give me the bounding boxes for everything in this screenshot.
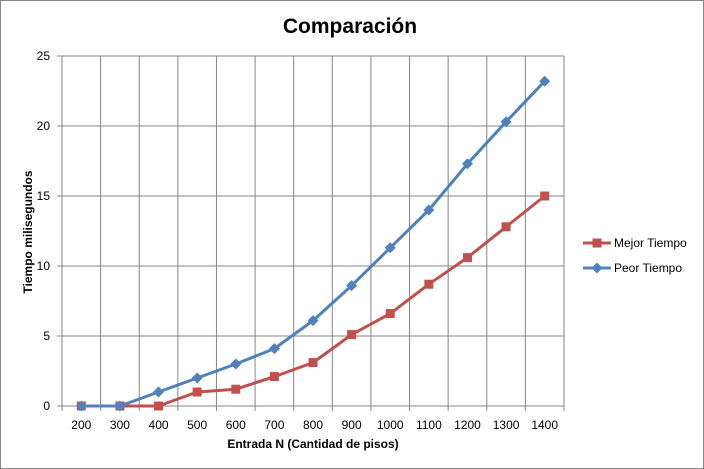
data-point-marker <box>307 315 319 327</box>
x-tick-label: 1100 <box>416 418 442 432</box>
series-line <box>81 194 546 408</box>
data-point-marker <box>424 279 434 289</box>
series-group <box>75 75 551 412</box>
y-tick-labels: 0 5 10 15 20 25 <box>37 49 51 413</box>
x-tick-label: 600 <box>226 418 246 432</box>
series-1 <box>75 75 551 412</box>
y-tick-label: 10 <box>37 259 51 273</box>
legend-label: Peor Tiempo <box>614 261 682 275</box>
x-tick-label: 700 <box>264 418 284 432</box>
data-point-marker <box>501 222 511 232</box>
x-tick-label: 900 <box>342 418 362 432</box>
x-axis-label: Entrada N (Cantidad de pisos) <box>227 437 398 451</box>
x-tick-label: 1000 <box>377 418 404 432</box>
axes <box>57 55 565 411</box>
legend-marker <box>592 238 602 248</box>
data-point-marker <box>500 116 512 128</box>
data-point-marker <box>540 191 550 201</box>
data-point-marker <box>385 309 395 319</box>
data-point-marker <box>75 400 87 412</box>
x-tick-label: 400 <box>149 418 169 432</box>
chart-title: Comparación <box>283 15 417 38</box>
legend-item: Peor Tiempo <box>583 261 682 275</box>
gridlines <box>62 55 565 406</box>
data-point-marker <box>153 386 165 398</box>
legend-item: Mejor Tiempo <box>583 236 687 250</box>
data-point-marker <box>308 358 318 368</box>
legend-marker <box>591 262 603 274</box>
data-point-marker <box>230 358 242 370</box>
data-point-marker <box>231 384 241 394</box>
data-point-marker <box>154 401 164 411</box>
data-point-marker <box>114 400 126 412</box>
data-point-marker <box>268 343 280 355</box>
legend-label: Mejor Tiempo <box>614 236 687 250</box>
y-axis-label: Tiempo milisegundos <box>21 170 35 293</box>
y-tick-label: 20 <box>37 119 51 133</box>
data-point-marker <box>347 330 357 340</box>
data-point-marker <box>269 372 279 382</box>
data-point-marker <box>192 387 202 397</box>
y-tick-label: 25 <box>37 49 51 63</box>
y-tick-label: 5 <box>43 329 50 343</box>
series-0 <box>76 191 550 411</box>
data-point-marker <box>423 204 435 216</box>
x-tick-label: 200 <box>71 418 91 432</box>
data-point-marker <box>384 242 396 254</box>
x-tick-label: 300 <box>110 418 130 432</box>
x-tick-label: 1300 <box>493 418 520 432</box>
data-point-marker <box>191 372 203 384</box>
x-tick-label: 1200 <box>454 418 481 432</box>
series-line <box>81 80 546 408</box>
data-point-marker <box>461 158 473 170</box>
x-tick-label: 1400 <box>531 418 558 432</box>
x-tick-label: 500 <box>187 418 207 432</box>
data-point-marker <box>539 75 551 87</box>
y-tick-label: 15 <box>37 189 51 203</box>
data-point-marker <box>462 253 472 263</box>
x-tick-labels: 200 300 400 500 600 700 800 900 1000 1100 1200 1300… <box>71 418 558 432</box>
x-tick-label: 800 <box>303 418 323 432</box>
data-point-marker <box>346 280 358 292</box>
legend: Mejor Tiempo Peor Tiempo <box>583 236 687 275</box>
y-tick-label: 0 <box>43 399 50 413</box>
